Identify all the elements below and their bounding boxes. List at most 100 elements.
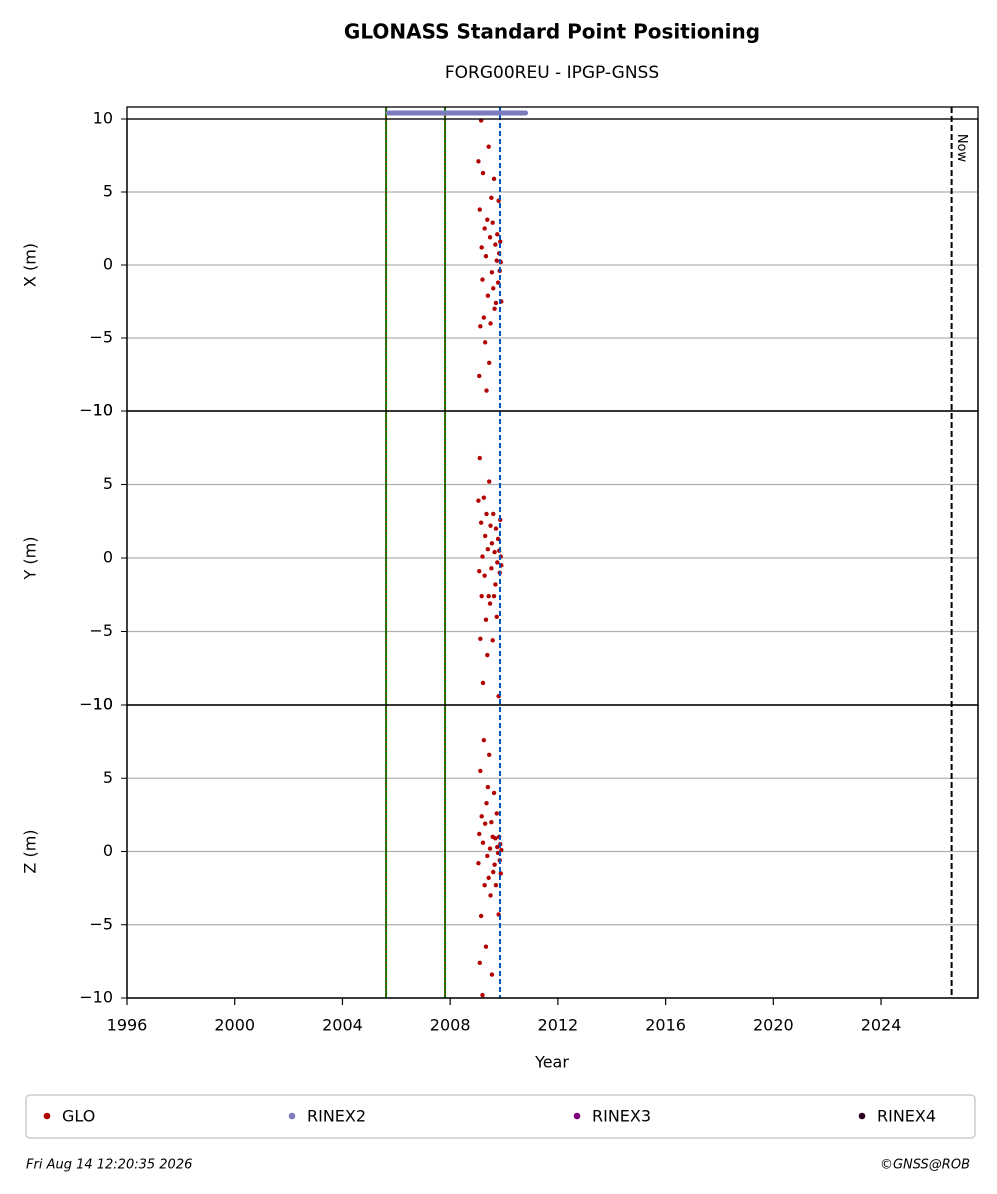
legend-label: RINEX3: [592, 1107, 651, 1126]
data-point: [495, 560, 500, 565]
x-tick-label: 2016: [645, 1016, 686, 1035]
now-label: Now: [954, 134, 969, 163]
data-point: [491, 790, 497, 796]
data-point: [486, 594, 491, 599]
legend-marker: [288, 1112, 296, 1120]
data-point: [485, 293, 491, 298]
data-point: [492, 862, 497, 867]
data-point: [487, 601, 493, 606]
y-tick-label: 5: [103, 474, 113, 493]
x-axis-label: Year: [534, 1053, 569, 1072]
y-axis-label: Y (m): [21, 537, 40, 581]
data-point: [494, 258, 499, 263]
data-point: [478, 636, 483, 642]
data-point: [477, 455, 482, 461]
y-axis-label: Z (m): [21, 829, 40, 873]
data-point: [486, 875, 491, 881]
y-tick-label: −5: [89, 914, 113, 933]
data-point: [477, 569, 482, 574]
data-point: [476, 159, 481, 164]
data-point: [476, 498, 481, 503]
data-point: [479, 814, 484, 819]
data-point: [493, 582, 498, 587]
data-point: [479, 594, 484, 599]
data-point: [489, 566, 494, 571]
data-point: [482, 821, 488, 826]
data-point: [491, 286, 496, 291]
y-tick-label: −10: [79, 401, 113, 420]
data-point: [482, 340, 488, 345]
data-point: [486, 144, 491, 149]
data-point: [481, 737, 487, 743]
x-tick-label: 2004: [322, 1016, 363, 1035]
footer-right: ©GNSS@ROB: [880, 1158, 970, 1173]
data-point: [483, 944, 489, 949]
data-point: [490, 220, 495, 225]
data-point: [482, 226, 487, 231]
data-point: [492, 306, 497, 311]
data-point: [491, 511, 496, 517]
data-point: [489, 541, 495, 546]
legend-box: [25, 1094, 976, 1139]
data-point: [488, 321, 493, 326]
data-point: [489, 972, 495, 977]
chart-subtitle: FORG00REU - IPGP-GNSS: [445, 63, 659, 83]
data-point: [485, 853, 490, 859]
y-tick-label: −5: [89, 328, 113, 347]
data-point: [482, 533, 488, 539]
axes-frame: [126, 106, 979, 999]
data-point: [489, 195, 494, 201]
data-point: [480, 992, 485, 998]
data-point: [480, 277, 485, 282]
y-tick-label: 0: [103, 548, 113, 567]
legend-label: RINEX2: [307, 1107, 366, 1126]
y-axis-label: X (m): [21, 243, 40, 287]
data-point: [487, 235, 493, 240]
data-point: [476, 861, 481, 866]
data-point: [484, 800, 489, 806]
data-point: [495, 844, 500, 850]
x-tick-label: 2000: [214, 1016, 255, 1035]
data-point: [498, 871, 503, 876]
chart-title: GLONASS Standard Point Positioning: [344, 20, 760, 44]
data-point: [485, 546, 491, 552]
data-point: [490, 638, 495, 643]
legend-marker: [43, 1112, 51, 1120]
data-point: [478, 913, 484, 919]
data-point: [481, 495, 487, 500]
legend-label: RINEX4: [877, 1107, 936, 1126]
data-point: [484, 388, 489, 393]
data-point: [485, 217, 490, 222]
y-tick-label: 5: [103, 182, 113, 201]
data-point: [477, 207, 482, 212]
data-point: [483, 617, 489, 622]
legend-marker: [858, 1112, 866, 1120]
y-tick-label: 10: [93, 401, 113, 420]
data-point: [484, 511, 489, 517]
data-point: [477, 373, 482, 379]
data-point: [485, 784, 491, 790]
data-point: [494, 811, 499, 816]
y-tick-label: −10: [79, 988, 113, 1007]
data-point: [477, 960, 482, 966]
x-tick-label: 2008: [430, 1016, 471, 1035]
data-point: [483, 254, 489, 259]
y-tick-label: 0: [103, 255, 113, 274]
data-point: [480, 554, 485, 559]
data-point: [478, 520, 484, 525]
data-point: [493, 242, 498, 247]
data-point: [482, 573, 487, 578]
x-tick-label: 2024: [861, 1016, 902, 1035]
data-point: [477, 831, 482, 837]
data-point: [479, 245, 484, 250]
legend-label: GLO: [62, 1107, 95, 1126]
data-point: [480, 840, 486, 845]
data-point: [498, 239, 503, 244]
data-point: [487, 479, 492, 484]
data-point: [487, 360, 492, 366]
y-tick-label: 10: [93, 109, 113, 128]
data-point: [489, 270, 495, 275]
data-point: [482, 882, 487, 888]
y-tick-label: 0: [103, 841, 113, 860]
